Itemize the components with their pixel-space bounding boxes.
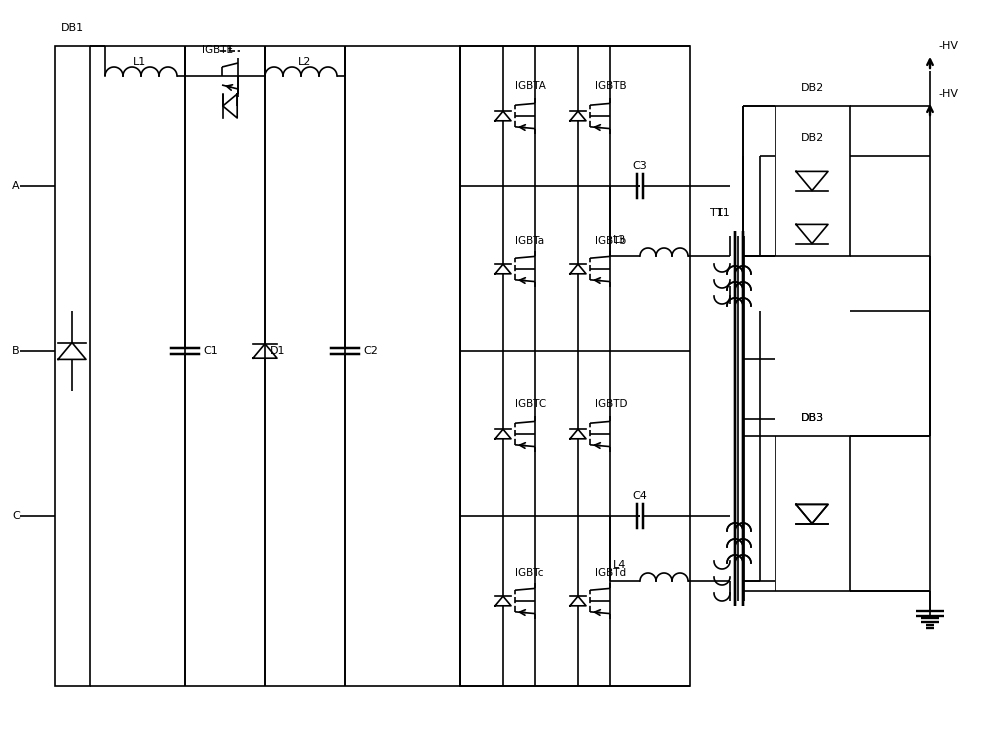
Bar [460,46,690,686]
Text: A: A [12,181,20,191]
Text: C4: C4 [633,491,647,501]
Text: IGBTd: IGBTd [595,568,626,578]
Text: -HV: -HV [938,89,958,99]
Text: C2: C2 [363,346,378,356]
Text: C: C [12,511,20,521]
Text: IGBTB: IGBTB [595,81,627,91]
Text: DB3: DB3 [800,413,824,423]
Text: IGBTa: IGBTa [515,236,544,246]
Text: IGBTC: IGBTC [515,399,546,409]
Text: IGBTc: IGBTc [515,568,544,578]
Bar [775,436,850,591]
Text: C1: C1 [203,346,218,356]
Bar [925,0,975,661]
Text: L4: L4 [613,560,627,570]
Text: T1: T1 [716,208,730,218]
Text: D1: D1 [270,346,286,356]
Text: IGBTD: IGBTD [595,399,628,409]
Text: B: B [12,346,20,356]
Bar [773,154,852,313]
Bar [735,66,775,611]
Text: IGBTE: IGBTE [202,45,233,55]
Bar [55,46,90,686]
Text: IGBTb: IGBTb [595,236,626,246]
Bar [775,106,850,256]
Text: C3: C3 [633,161,647,171]
Text: L1: L1 [133,57,147,67]
Text: DB2: DB2 [800,133,824,143]
Bar [775,156,850,311]
Text: DB3: DB3 [800,413,824,423]
Bar [773,434,852,593]
Text: -HV: -HV [938,41,958,51]
Text: L2: L2 [298,57,312,67]
Text: DB1: DB1 [60,23,84,33]
Text: IGBTA: IGBTA [515,81,546,91]
Text: DB2: DB2 [800,83,824,93]
Bar [775,436,850,591]
Text: T1: T1 [710,208,724,218]
Text: L3: L3 [613,235,627,245]
